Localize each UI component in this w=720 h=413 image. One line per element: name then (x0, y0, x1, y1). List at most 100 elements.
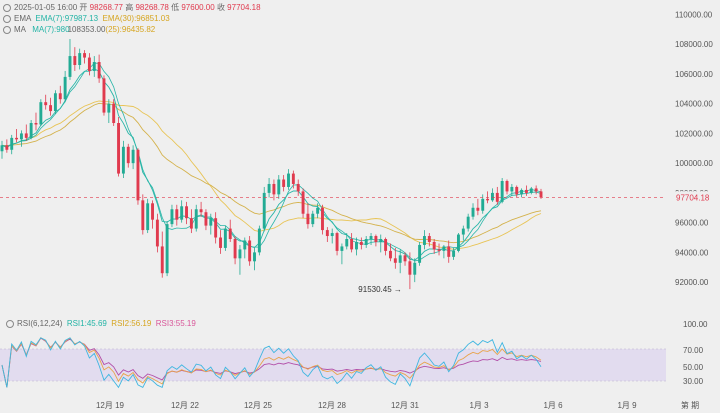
eye-icon[interactable] (3, 14, 11, 23)
candle-body (155, 219, 159, 247)
candle (311, 210, 315, 228)
candle-body (248, 240, 252, 262)
candle-body (44, 102, 48, 106)
candle (141, 194, 145, 235)
candle-body (151, 203, 154, 220)
candle (34, 112, 38, 131)
candle (369, 233, 373, 245)
candle-body (102, 78, 106, 113)
candle (257, 225, 261, 256)
ma25-line (1, 100, 542, 250)
candle (126, 143, 130, 168)
candle (296, 179, 300, 196)
candle (121, 140, 125, 179)
candle-body (374, 236, 378, 242)
candle (102, 75, 106, 116)
candle (447, 240, 451, 263)
ema30-value: EMA(30):96851.03 (102, 14, 170, 23)
candle-body (141, 200, 145, 231)
candle-body (277, 179, 281, 195)
candle-body (282, 179, 286, 187)
candle-body (355, 241, 358, 250)
candle-body (136, 149, 140, 201)
candle (209, 213, 213, 235)
candle (194, 204, 198, 232)
rsi-legend[interactable]: RSI(6,12,24) RSI1:45.69 RSI2:56.19 RSI3:… (6, 318, 196, 330)
candle (0, 140, 4, 159)
candle-body (476, 207, 480, 211)
candle (83, 50, 87, 64)
candle-body (272, 183, 276, 195)
ma-legend[interactable]: MA MA(7):980108353.00(25):96435.82 (3, 24, 155, 36)
candle (510, 183, 514, 196)
ema30-line (1, 102, 542, 244)
candle (456, 233, 460, 253)
candle (24, 124, 28, 141)
candle-body (214, 218, 218, 238)
candle (272, 179, 276, 201)
time-tick-label: 12月 31 (391, 401, 420, 410)
candle (189, 209, 193, 234)
candle-body (456, 234, 460, 251)
candle (350, 233, 354, 253)
candle-body (189, 218, 193, 229)
rsi-tick-label: 100.00 (683, 320, 708, 329)
candle (53, 90, 57, 115)
eye-icon[interactable] (6, 319, 14, 328)
candle-body (170, 209, 174, 225)
candle (524, 185, 528, 196)
candle-body (437, 249, 441, 251)
close-label: 收 (216, 3, 225, 12)
candle (73, 47, 77, 71)
candle-body (146, 203, 150, 231)
candle (49, 97, 53, 116)
candle-body (486, 198, 490, 201)
price-tick-label: 100000.00 (675, 159, 713, 168)
candle (495, 186, 499, 205)
candle-body (24, 133, 28, 138)
candle (107, 99, 111, 123)
candle-body (466, 216, 470, 229)
candle-body (418, 244, 422, 263)
candle (277, 175, 281, 199)
candle (505, 179, 509, 195)
candle-body (447, 246, 451, 257)
candle-body (364, 239, 368, 245)
candle-body (10, 137, 14, 150)
ema7-value: EMA(7):97987.13 (35, 14, 99, 23)
candle-body (413, 262, 417, 275)
candle-body (83, 53, 87, 58)
candle-body (403, 255, 407, 262)
candle (78, 48, 82, 70)
candle (403, 252, 407, 266)
ema-legend[interactable]: EMA EMA(7):97987.13 EMA(30):96851.03 (3, 13, 170, 25)
candle (461, 225, 465, 241)
ma-label: MA (14, 25, 26, 34)
candle-body (461, 228, 465, 235)
candle-body (53, 93, 57, 112)
price-tick-label: 102000.00 (675, 129, 713, 138)
rsi-tick-label: 50.00 (683, 363, 704, 372)
candle-body (393, 258, 397, 263)
candle (131, 145, 135, 170)
candle (432, 239, 436, 254)
candle (44, 94, 48, 110)
candle-body (505, 181, 509, 192)
candle-body (442, 246, 446, 251)
candle-body (107, 103, 111, 113)
candle (204, 209, 208, 231)
candle-body (287, 173, 290, 187)
candle (418, 241, 422, 266)
candle (364, 236, 368, 248)
candle-body (0, 145, 4, 152)
candle-body (194, 209, 198, 229)
candle (117, 117, 120, 177)
candle (374, 234, 378, 247)
candle-body (73, 56, 77, 65)
candle-body (408, 261, 412, 275)
candle-body (175, 209, 179, 220)
price-tick-label: 94000.00 (675, 248, 709, 257)
candle-body (432, 241, 436, 250)
eye-icon[interactable] (3, 25, 11, 34)
